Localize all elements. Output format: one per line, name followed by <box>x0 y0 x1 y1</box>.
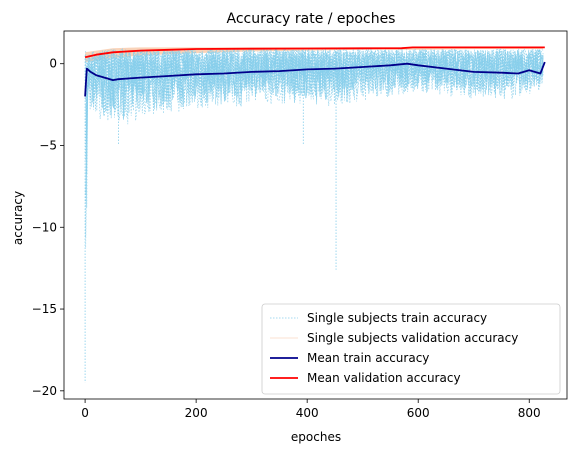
train-subject-trace <box>85 48 544 202</box>
legend-label: Mean validation accuracy <box>307 371 461 385</box>
x-tick-label: 800 <box>518 406 541 420</box>
tick-layer: 0 200 400 600 800 0 −5 −10 −15 −20 <box>32 57 541 420</box>
legend-label: Single subjects validation accuracy <box>307 331 518 345</box>
legend-label: Single subjects train accuracy <box>307 311 487 325</box>
x-tick-label: 0 <box>81 406 89 420</box>
train-subject-trace <box>85 47 544 208</box>
chart-title: Accuracy rate / epoches <box>227 11 396 27</box>
x-tick-label: 200 <box>185 406 208 420</box>
legend-box <box>261 303 561 395</box>
x-tick-label: 400 <box>296 406 319 420</box>
legend-label: Mean train accuracy <box>307 351 429 365</box>
y-tick-label: 0 <box>49 57 57 71</box>
y-axis-label: accuracy <box>11 191 25 245</box>
y-tick-label: −15 <box>32 302 57 316</box>
x-tick-label: 600 <box>407 406 430 420</box>
train-subject-trace <box>85 48 544 119</box>
legend: Single subjects train accuracy Single sub… <box>261 303 561 395</box>
line-layer <box>84 46 546 97</box>
band-layer <box>84 47 544 383</box>
train-subject-trace <box>85 48 544 140</box>
y-tick-label: −10 <box>32 220 57 234</box>
plot-frame <box>63 30 568 400</box>
x-axis-label: epoches <box>291 430 341 444</box>
y-tick-label: −5 <box>39 138 57 152</box>
y-tick-label: −20 <box>32 384 57 398</box>
validation-band <box>85 47 544 63</box>
mean-validation-line <box>84 46 545 59</box>
train-subject-trace <box>85 48 544 194</box>
train-subject-trace <box>85 47 544 175</box>
mean-train-line <box>84 61 546 97</box>
train-subject-trace <box>85 48 544 248</box>
train-subject-trace <box>85 48 544 154</box>
